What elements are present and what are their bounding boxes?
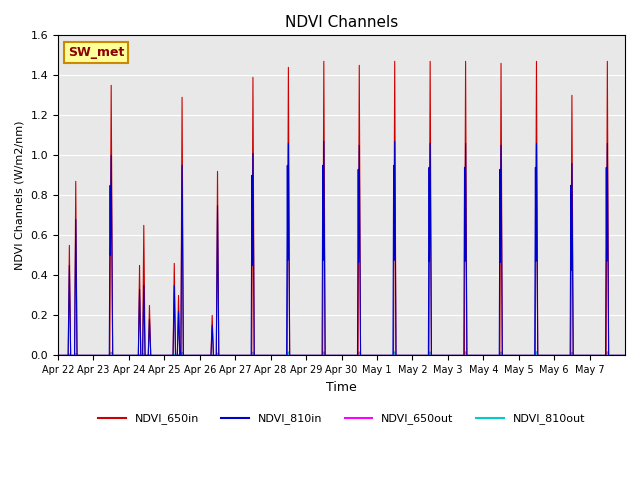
Line: NDVI_810out: NDVI_810out: [58, 352, 625, 355]
NDVI_810in: [83, 352, 90, 358]
NDVI_810out: [259, 352, 267, 358]
NDVI_810in: [259, 352, 267, 358]
Line: NDVI_810in: NDVI_810in: [58, 141, 625, 355]
NDVI_810in: [475, 352, 483, 358]
NDVI_650out: [54, 352, 62, 358]
NDVI_810out: [390, 352, 397, 358]
NDVI_810out: [415, 352, 422, 358]
NDVI_650out: [83, 352, 90, 358]
NDVI_810out: [320, 349, 328, 355]
NDVI_810in: [320, 138, 328, 144]
NDVI_810out: [475, 352, 483, 358]
Legend: NDVI_650in, NDVI_810in, NDVI_650out, NDVI_810out: NDVI_650in, NDVI_810in, NDVI_650out, NDV…: [93, 409, 589, 429]
NDVI_650out: [320, 349, 328, 355]
NDVI_810in: [505, 352, 513, 358]
NDVI_650in: [259, 352, 267, 358]
NDVI_650out: [621, 352, 629, 358]
NDVI_650in: [320, 59, 328, 64]
NDVI_810in: [415, 352, 422, 358]
Line: NDVI_650out: NDVI_650out: [58, 352, 625, 355]
NDVI_810in: [621, 352, 629, 358]
NDVI_650out: [390, 352, 397, 358]
NDVI_810out: [54, 352, 62, 358]
NDVI_650out: [475, 352, 483, 358]
NDVI_810out: [621, 352, 629, 358]
NDVI_650in: [475, 352, 483, 358]
NDVI_650in: [54, 352, 62, 358]
NDVI_650in: [505, 352, 513, 358]
NDVI_650out: [505, 352, 513, 358]
NDVI_650out: [415, 352, 422, 358]
NDVI_650in: [83, 352, 90, 358]
Y-axis label: NDVI Channels (W/m2/nm): NDVI Channels (W/m2/nm): [15, 120, 25, 270]
NDVI_650out: [259, 352, 267, 358]
X-axis label: Time: Time: [326, 381, 357, 394]
NDVI_650in: [621, 352, 629, 358]
Text: SW_met: SW_met: [68, 46, 125, 59]
NDVI_810out: [505, 352, 513, 358]
Line: NDVI_650in: NDVI_650in: [58, 61, 625, 355]
Title: NDVI Channels: NDVI Channels: [285, 15, 398, 30]
NDVI_650in: [390, 335, 397, 341]
NDVI_810in: [54, 352, 62, 358]
NDVI_810in: [390, 181, 397, 187]
NDVI_810out: [83, 352, 90, 358]
NDVI_650in: [415, 352, 422, 358]
